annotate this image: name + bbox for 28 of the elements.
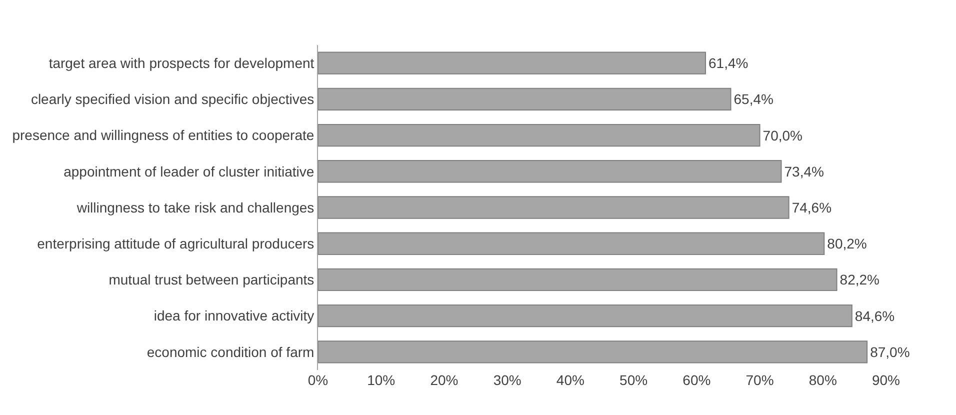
data-label: 80,2%	[827, 236, 867, 252]
y-tick-label: idea for innovative activity	[154, 308, 314, 324]
y-tick-label: clearly specified vision and specific objectives	[30, 91, 314, 108]
x-tick-label: 90%	[872, 372, 900, 388]
x-tick-label: 70%	[746, 372, 774, 388]
x-tick-label: 10%	[367, 372, 396, 388]
x-tick-label: 20%	[430, 372, 458, 388]
x-tick-label: 0%	[308, 372, 328, 388]
data-label: 65,4%	[734, 91, 774, 108]
y-tick-label: target area with prospects for development	[48, 54, 314, 71]
y-tick-label: enterprising attitude of agricultural producers	[37, 236, 314, 252]
x-tick-label: 30%	[493, 372, 522, 388]
data-label: 73,4%	[784, 163, 824, 180]
x-tick-label: 40%	[556, 372, 584, 388]
x-tick-label: 60%	[682, 372, 711, 388]
x-tick-label: 80%	[808, 372, 837, 388]
y-tick-label: mutual trust between participants	[108, 272, 314, 288]
y-tick-label: willingness to take risk and challenges	[76, 199, 314, 216]
data-label: 84,6%	[854, 308, 895, 324]
y-tick-label: appointment of leader of cluster initiative	[64, 163, 314, 180]
data-label: 87,0%	[870, 344, 910, 360]
data-label: 82,2%	[840, 272, 880, 288]
data-label: 70,0%	[762, 127, 802, 144]
data-label: 74,6%	[792, 200, 832, 216]
x-tick-label: 50%	[620, 372, 648, 388]
y-tick-label: economic condition of farm	[146, 344, 314, 360]
y-tick-label: presence and willingness of entities to cooperate	[12, 127, 314, 144]
data-label: 61,4%	[708, 55, 748, 72]
